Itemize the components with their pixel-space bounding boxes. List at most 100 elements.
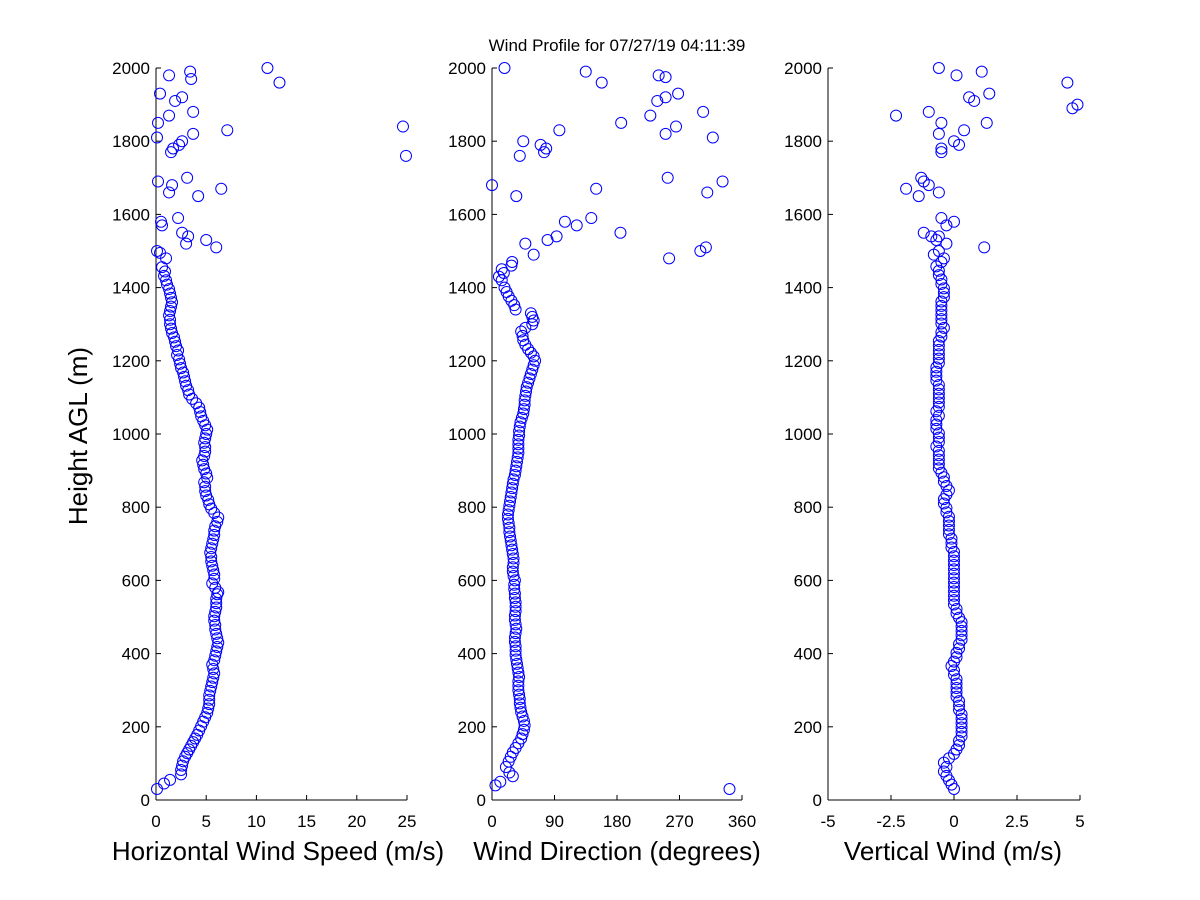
data-point	[208, 610, 221, 623]
data-point	[579, 65, 592, 78]
data-point	[517, 135, 530, 148]
data-point	[527, 359, 540, 372]
y-axis-label: Height AGL (m)	[63, 347, 93, 525]
data-point	[948, 580, 960, 593]
data-point	[172, 212, 185, 225]
data-point	[205, 680, 218, 693]
data-point	[932, 458, 945, 471]
data-point	[513, 692, 526, 705]
data-point	[935, 116, 948, 129]
data-point	[514, 701, 527, 714]
data-point	[201, 471, 214, 484]
data-point	[526, 363, 539, 376]
data-point	[950, 651, 963, 664]
data-point	[208, 614, 221, 627]
data-point	[504, 490, 517, 503]
data-point	[204, 546, 217, 559]
data-point	[932, 269, 945, 282]
data-point	[955, 624, 968, 637]
data-point	[164, 313, 177, 326]
x-tick-label: 10	[247, 812, 266, 831]
data-point	[932, 449, 945, 462]
data-point	[948, 563, 960, 576]
y-tick-label: 1000	[784, 425, 822, 444]
data-point	[937, 286, 950, 299]
data-point	[208, 568, 221, 581]
y-tick-label: 800	[458, 498, 486, 517]
data-point	[501, 508, 514, 521]
data-point	[509, 618, 522, 631]
data-point	[203, 698, 216, 711]
data-point	[950, 682, 963, 695]
data-point	[955, 730, 968, 743]
data-point	[930, 365, 943, 378]
data-point	[930, 418, 943, 431]
data-point	[165, 291, 178, 304]
data-point	[550, 230, 563, 243]
data-point	[507, 570, 520, 583]
data-point	[953, 642, 966, 655]
data-point	[955, 633, 968, 646]
data-point	[511, 662, 524, 675]
x-tick-label: 2.5	[1005, 812, 1029, 831]
data-point	[208, 529, 221, 542]
data-point	[953, 703, 966, 716]
data-point	[507, 556, 520, 569]
data-point	[212, 636, 225, 649]
data-point	[935, 277, 948, 290]
data-point	[932, 356, 945, 369]
data-point	[494, 775, 507, 788]
x-tick-label: 270	[665, 812, 693, 831]
data-point	[200, 234, 213, 247]
y-tick-label: 600	[458, 571, 486, 590]
data-point	[942, 523, 955, 536]
data-point	[503, 526, 516, 539]
data-point	[187, 105, 200, 118]
y-tick-label: 400	[122, 645, 150, 664]
x-tick-label: 90	[545, 812, 564, 831]
x-tick-label: -2.5	[876, 812, 905, 831]
data-point	[983, 87, 996, 100]
data-point	[198, 463, 211, 476]
data-point	[948, 585, 960, 598]
x-tick-label: 20	[347, 812, 366, 831]
x-axis-label: Horizontal Wind Speed (m/s)	[112, 836, 444, 866]
data-point	[199, 441, 212, 454]
data-point	[558, 215, 571, 228]
data-point	[932, 127, 945, 140]
data-point	[181, 171, 194, 184]
data-point	[209, 649, 222, 662]
data-point	[701, 186, 714, 199]
data-point	[215, 182, 228, 195]
data-point	[945, 541, 958, 554]
data-point	[513, 425, 526, 438]
data-point	[932, 352, 945, 365]
data-point	[511, 657, 523, 670]
data-point	[505, 486, 518, 499]
data-point	[527, 248, 540, 261]
data-point	[158, 777, 171, 790]
data-point	[948, 576, 960, 589]
data-point	[495, 274, 508, 287]
y-tick-label: 1600	[784, 205, 822, 224]
data-point	[152, 175, 165, 188]
data-point	[524, 346, 537, 359]
data-point	[922, 179, 935, 192]
data-point	[915, 171, 928, 184]
data-point	[516, 710, 529, 723]
figure-title: Wind Profile for 07/27/19 04:11:39	[489, 36, 746, 55]
data-point	[948, 668, 960, 681]
data-point	[508, 613, 521, 626]
data-point	[176, 759, 189, 772]
y-tick-label: 2000	[784, 59, 822, 78]
data-point	[930, 422, 943, 435]
data-point	[912, 190, 925, 203]
data-point	[176, 226, 189, 239]
data-point	[516, 728, 529, 741]
data-point	[950, 690, 963, 703]
data-point	[206, 537, 219, 550]
data-point	[512, 679, 525, 692]
y-tick-label: 1800	[784, 132, 822, 151]
y-tick-label: 400	[794, 645, 822, 664]
data-point	[211, 641, 224, 654]
